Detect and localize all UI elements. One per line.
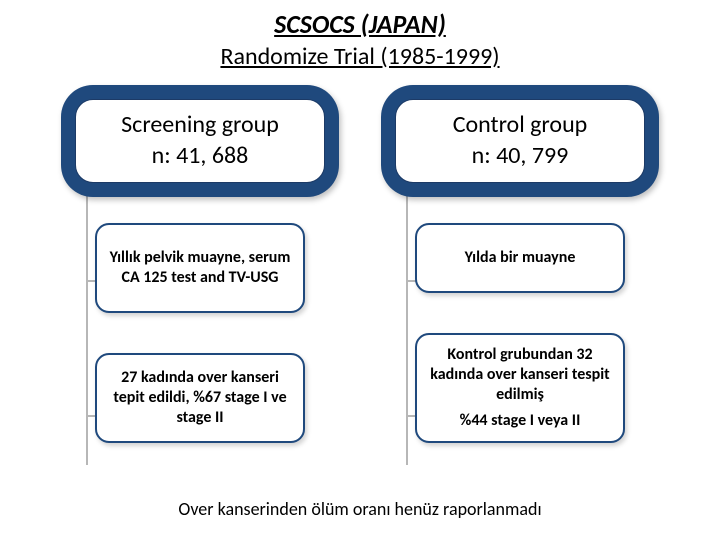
control-column: Control group n: 40, 799 Yılda bir muayn… (370, 85, 670, 443)
control-node-2-text: Kontrol grubundan 32 kadında over kanser… (427, 345, 613, 405)
footer-note: Over kanserinden ölüm oranı henüz raporl… (172, 496, 547, 522)
control-node-1-text: Yılda bir muayne (427, 248, 613, 268)
screening-header: Screening group n: 41, 688 (75, 99, 325, 183)
control-node-2-extra: %44 stage I veya II (427, 411, 613, 431)
diagram-columns: Screening group n: 41, 688 Yıllık pelvik… (0, 85, 720, 443)
control-header-n: n: 40, 799 (402, 141, 638, 170)
control-node-2: Kontrol grubundan 32 kadında over kanser… (415, 333, 625, 443)
connector-line (406, 145, 408, 465)
control-header: Control group n: 40, 799 (395, 99, 645, 183)
screening-node-2: 27 kadında over kanseri tepit edildi, %6… (95, 353, 305, 443)
main-title: SCSOCS (JAPAN) (0, 8, 720, 40)
control-header-title: Control group (402, 110, 638, 139)
screening-header-title: Screening group (82, 110, 318, 139)
connector-line (86, 145, 88, 465)
screening-node-1-text: Yıllık pelvik muayne, serum CA 125 test … (107, 248, 293, 288)
screening-node-2-text: 27 kadında over kanseri tepit edildi, %6… (107, 368, 293, 428)
control-node-1: Yılda bir muayne (415, 223, 625, 293)
title-block: SCSOCS (JAPAN) Randomize Trial (1985-199… (0, 0, 720, 71)
screening-node-1: Yıllık pelvik muayne, serum CA 125 test … (95, 223, 305, 313)
screening-column: Screening group n: 41, 688 Yıllık pelvik… (50, 85, 350, 443)
screening-header-n: n: 41, 688 (82, 141, 318, 170)
subtitle: Randomize Trial (1985-1999) (0, 42, 720, 71)
